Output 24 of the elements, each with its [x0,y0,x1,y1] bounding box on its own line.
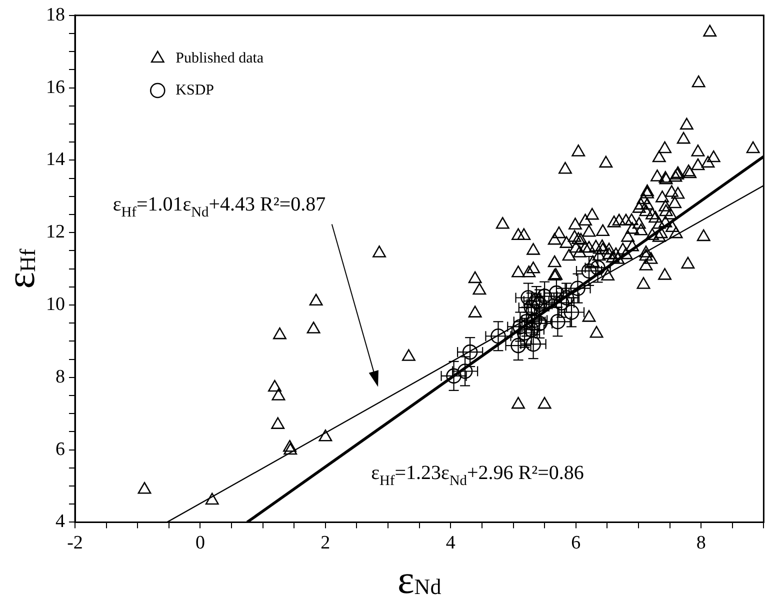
point [457,364,473,379]
x-tick-label: 8 [696,532,706,554]
x-tick-label: 0 [195,532,205,554]
x-tick-label: -2 [67,532,83,554]
x-tick-label: 4 [446,532,456,554]
point [570,280,586,296]
point [446,368,462,384]
point [564,304,580,320]
y-axis-title: εHf [0,248,43,289]
x-tick-label: 6 [571,532,581,554]
y-tick-label: 4 [56,511,66,532]
y-tick-label: 10 [46,294,65,315]
x-tick-label: 2 [320,532,330,554]
y-tick-label: 14 [46,149,66,170]
legend-label: KSDP [176,82,214,98]
x-axis-title: εNd [398,557,442,601]
point [590,260,606,276]
point [490,328,506,344]
y-tick-label: 18 [46,4,65,26]
y-tick-label: 6 [56,438,65,460]
y-tick-label: 12 [46,222,65,243]
y-tick-label: 16 [46,76,65,98]
y-tick-label: 8 [56,366,65,388]
legend-label: Published data [176,50,264,66]
